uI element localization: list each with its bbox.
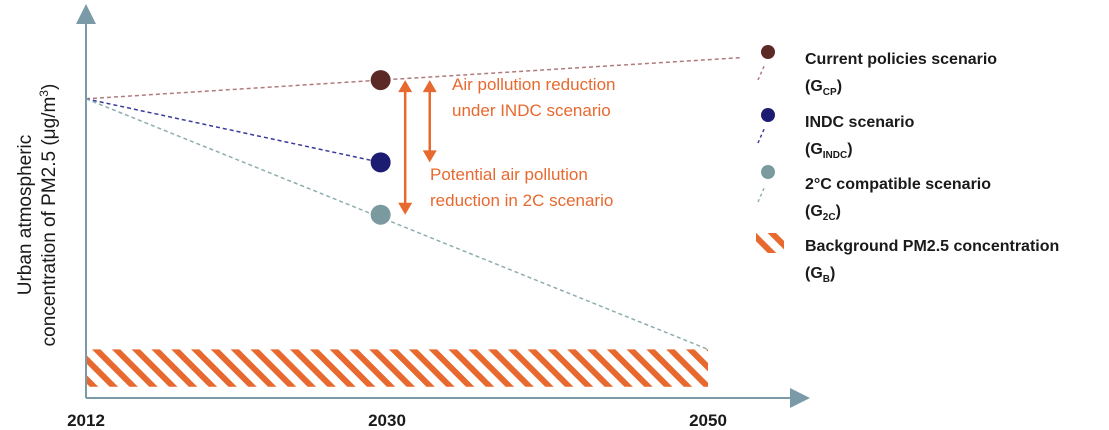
x-tick-2030: 2030: [368, 411, 406, 430]
y-axis-label-line1: Urban atmospheric: [15, 135, 36, 296]
legend-marker-indc: [761, 108, 775, 122]
x-tick-2012: 2012: [67, 411, 105, 430]
background-band: [86, 349, 708, 387]
legend-line-indc: [757, 126, 766, 144]
series-line-2c: [85, 98, 709, 351]
annotation-arrow-2c: [398, 80, 413, 215]
legend-symbol-background: (GB): [805, 265, 835, 285]
series-line-indc: [85, 98, 381, 164]
legend-symbol-2c: (G2C): [805, 203, 841, 223]
legend-symbol-indc: (GINDC): [805, 141, 853, 161]
legend-label-2c: 2°C compatible scenario: [805, 176, 991, 193]
y-axis-label-line2: concentration of PM2.5 (μg/m3): [37, 84, 60, 347]
legend-line-current-policies: [757, 63, 766, 81]
legend-swatch-background: [756, 233, 784, 253]
legend-item-2c: 2°C compatible scenario (G2C): [757, 165, 991, 223]
legend-label-background: Background PM2.5 concentration: [805, 238, 1059, 255]
annotation-indc-line2: under INDC scenario: [452, 101, 611, 120]
legend-line-2c: [757, 185, 766, 203]
legend-item-current-policies: Current policies scenario (GCP): [757, 45, 997, 98]
legend-marker-2c: [761, 165, 775, 179]
y-axis-label: Urban atmospheric concentration of PM2.5…: [15, 84, 60, 347]
legend-item-background: Background PM2.5 concentration (GB): [756, 233, 1059, 285]
legend-symbol-current-policies: (GCP): [805, 78, 842, 98]
marker-current-policies: [370, 70, 391, 91]
legend-label-indc: INDC scenario: [805, 114, 915, 131]
x-tick-2050: 2050: [689, 411, 727, 430]
legend-label-current-policies: Current policies scenario: [805, 51, 997, 68]
annotation-indc-line1: Air pollution reduction: [452, 75, 615, 94]
annotation-arrow-indc: [422, 80, 437, 163]
series-markers: [370, 70, 391, 225]
annotation-arrows: [398, 80, 437, 215]
annotation-2c-line1: Potential air pollution: [430, 165, 588, 184]
legend-marker-current-policies: [761, 45, 775, 59]
series-line-current-policies: [85, 56, 741, 100]
legend: Current policies scenario (GCP) INDC sce…: [756, 45, 1059, 285]
legend-item-indc: INDC scenario (GINDC): [757, 108, 915, 161]
marker-2c: [370, 204, 391, 225]
marker-indc: [370, 152, 391, 173]
annotation-2c-line2: reduction in 2C scenario: [430, 191, 613, 210]
series-lines: [85, 56, 741, 351]
